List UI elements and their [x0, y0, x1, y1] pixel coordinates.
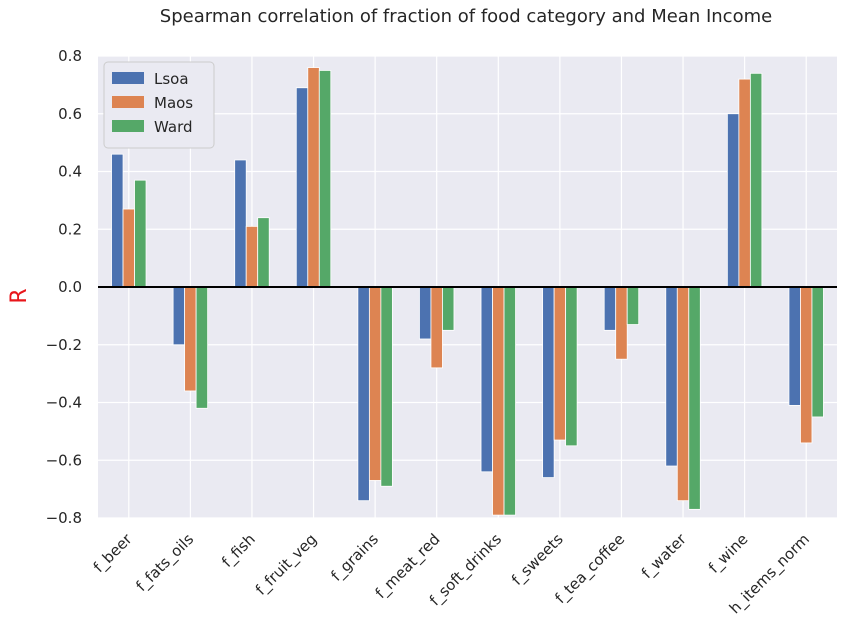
y-axis-label: R	[7, 288, 32, 303]
bar-maos	[307, 67, 320, 288]
bar-lsoa	[665, 286, 678, 467]
bar-maos	[245, 225, 259, 288]
bar-ward	[195, 286, 209, 409]
x-tick-label: f_fish	[218, 530, 259, 571]
bar-lsoa	[172, 286, 186, 346]
bar-ward	[380, 286, 393, 487]
y-tick-label: 0.0	[58, 278, 82, 296]
bar-ward	[811, 286, 824, 418]
bar-lsoa	[603, 286, 617, 331]
bar-maos	[122, 208, 135, 288]
legend: Lsoa Maos Ward	[103, 61, 215, 149]
x-tick-label: f_fats_oils	[132, 530, 198, 596]
bar-maos	[800, 286, 813, 444]
legend-swatch	[112, 120, 144, 132]
legend-swatch	[112, 96, 144, 108]
bar-maos	[184, 286, 197, 392]
y-tick-label: 0.6	[58, 105, 82, 123]
y-tick-label: −0.6	[46, 451, 82, 469]
x-tick-label: f_grains	[327, 530, 382, 585]
y-gridlines	[98, 55, 837, 519]
y-tick-label: 0.8	[58, 47, 82, 65]
bar-ward	[442, 286, 455, 331]
bar-maos	[676, 286, 690, 502]
y-tick-label: 0.2	[58, 220, 82, 238]
bar-ward	[749, 72, 763, 288]
y-tick-label: −0.8	[46, 509, 82, 527]
x-tick-label: f_sweets	[508, 530, 568, 590]
y-tick-label: −0.4	[46, 394, 82, 412]
y-tick-label: 0.4	[58, 163, 82, 181]
chart-title: Spearman correlation of fraction of food…	[160, 6, 772, 27]
bar-lsoa	[295, 87, 309, 288]
legend-label: Maos	[154, 94, 193, 112]
x-tick-label: f_wine	[705, 530, 752, 577]
bar-maos	[368, 286, 382, 481]
bar-maos	[738, 78, 751, 288]
y-tick-labels: 0.8 0.6 0.4 0.2 0.0 −0.2 −0.4 −0.6 −0.8	[46, 47, 82, 527]
bar-lsoa	[788, 286, 801, 406]
bar-ward	[318, 70, 332, 288]
bar-ward	[503, 286, 516, 516]
bar-lsoa	[234, 159, 247, 288]
x-tick-label: f_beer	[90, 530, 137, 577]
bar-ward	[626, 286, 640, 325]
y-tick-label: −0.2	[46, 336, 82, 354]
bar-maos	[430, 286, 443, 369]
legend-swatch	[112, 72, 144, 84]
x-tick-label: f_fruit_veg	[252, 530, 321, 599]
bar-lsoa	[419, 286, 432, 340]
legend-label: Lsoa	[154, 70, 189, 88]
bar-maos	[615, 286, 628, 360]
bar-maos	[492, 286, 505, 516]
bar-lsoa	[111, 153, 124, 288]
bar-ward	[565, 286, 578, 447]
bar-lsoa	[726, 113, 740, 288]
bar-group	[111, 67, 824, 516]
legend-label: Ward	[154, 118, 193, 136]
bar-lsoa	[357, 286, 370, 502]
bar-maos	[553, 286, 567, 441]
bar-ward	[257, 217, 270, 288]
bar-lsoa	[542, 286, 555, 478]
x-tick-label: f_water	[638, 530, 691, 583]
bar-lsoa	[480, 286, 493, 473]
bar-ward	[134, 179, 147, 288]
bar-ward	[688, 286, 701, 510]
